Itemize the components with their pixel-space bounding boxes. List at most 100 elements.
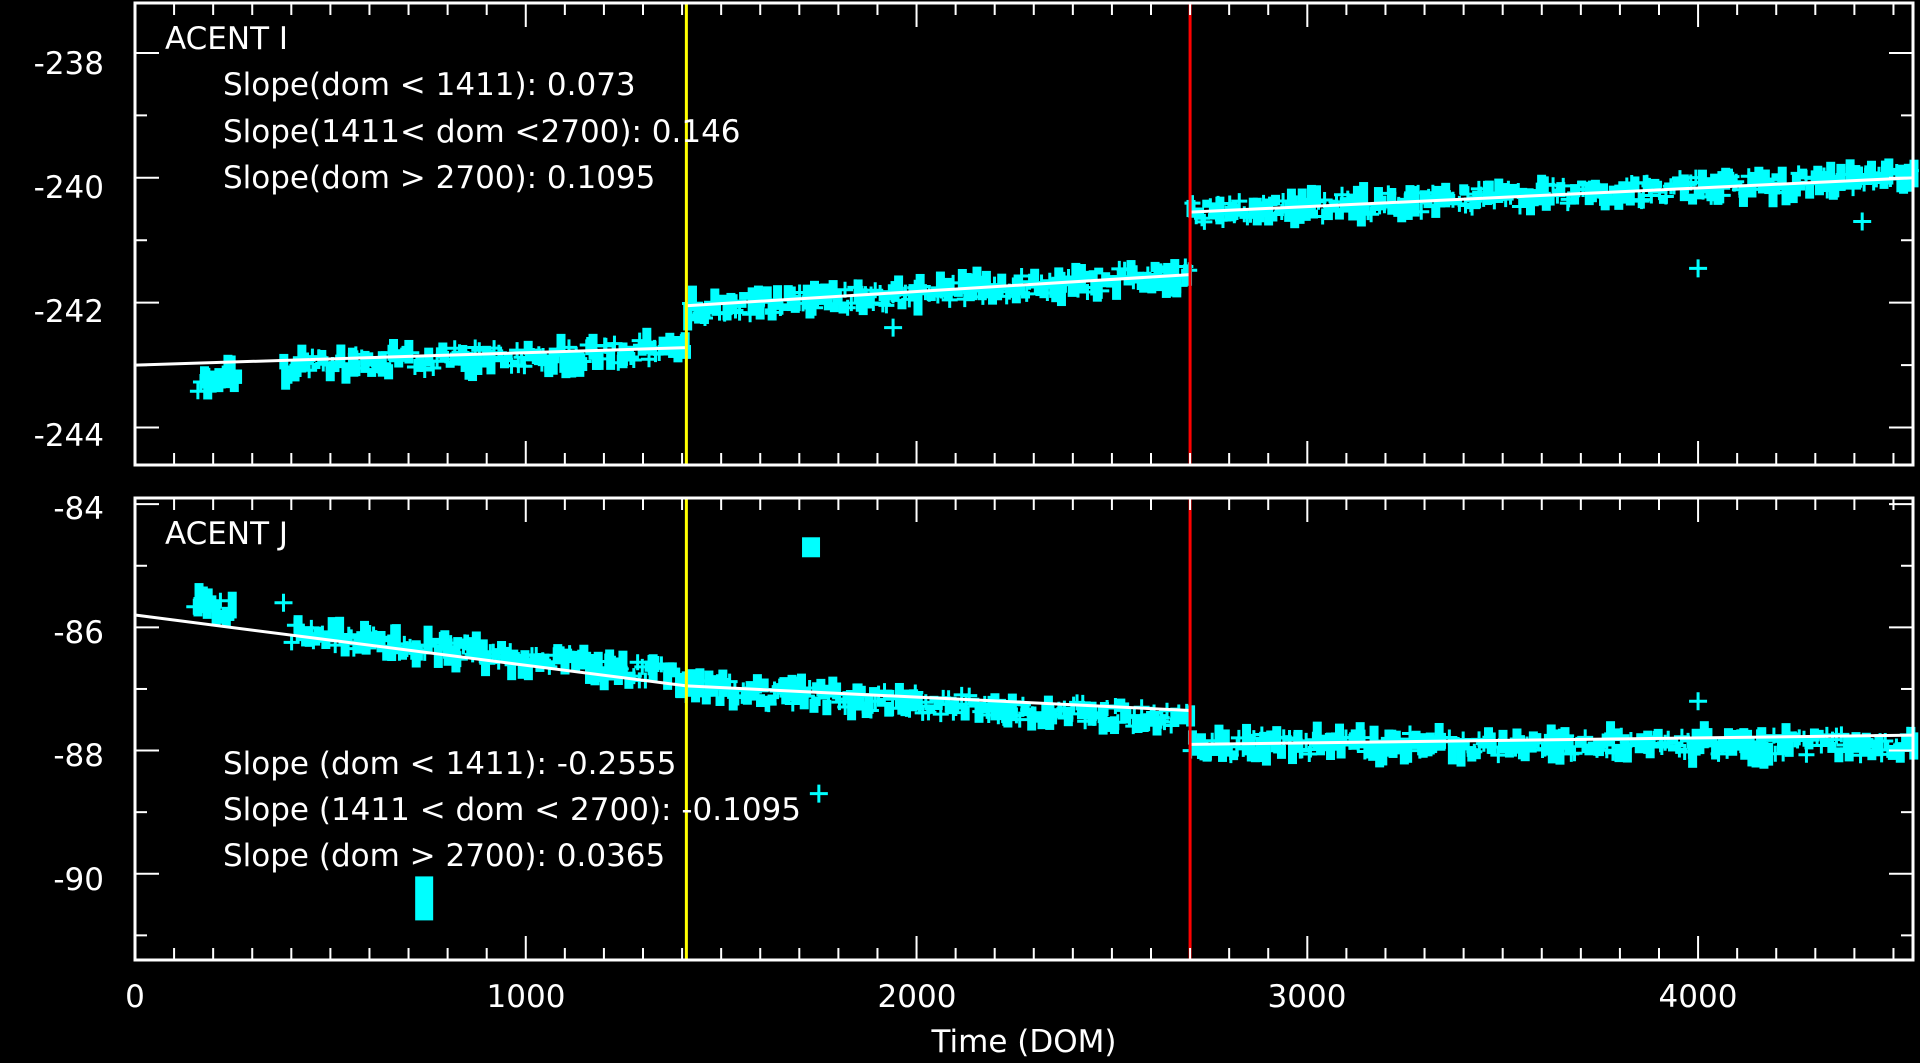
data-point	[1566, 745, 1583, 762]
data-point	[823, 297, 833, 311]
data-point	[876, 697, 886, 707]
data-point	[864, 292, 874, 309]
data-point	[546, 660, 556, 669]
data-point	[1030, 268, 1040, 289]
data-point	[1388, 745, 1398, 758]
data-point	[687, 285, 697, 312]
data-point	[1220, 729, 1230, 751]
data-point	[1625, 183, 1635, 206]
data-point	[711, 299, 721, 316]
data-point	[1620, 736, 1630, 747]
data-point	[1689, 259, 1708, 278]
data-point	[962, 272, 972, 294]
slope-label: Slope (1411 < dom < 2700): -0.1095	[223, 792, 801, 828]
data-point	[438, 342, 448, 358]
data-point	[1161, 273, 1171, 298]
data-point	[1133, 714, 1143, 733]
data-point	[1418, 733, 1428, 758]
data-point	[607, 660, 617, 681]
data-point	[1411, 730, 1421, 749]
data-point	[787, 674, 797, 702]
data-point	[802, 537, 821, 558]
data-point	[529, 653, 539, 667]
data-point	[1813, 737, 1830, 754]
data-point	[1018, 285, 1035, 302]
data-point	[1776, 741, 1786, 753]
data-point	[1760, 169, 1770, 184]
data-point	[1397, 198, 1407, 223]
data-point	[853, 279, 863, 303]
panel-title: ACENT I	[165, 21, 288, 57]
data-point	[1054, 267, 1064, 280]
data-point	[466, 637, 476, 659]
x-tick-label: 2000	[878, 979, 957, 1015]
data-point	[953, 289, 963, 297]
data-point	[1037, 711, 1047, 730]
data-point	[1688, 193, 1698, 205]
data-point	[1757, 727, 1767, 752]
data-point	[1774, 735, 1784, 743]
data-point	[1287, 743, 1297, 765]
data-point	[1039, 281, 1049, 299]
data-point	[379, 635, 389, 643]
data-point	[756, 694, 766, 708]
data-point	[1853, 735, 1863, 753]
acent-i-boundary-lines	[684, 3, 1192, 465]
data-point	[762, 286, 772, 304]
data-point	[1436, 199, 1446, 208]
data-point	[1901, 733, 1911, 753]
data-point	[1765, 735, 1775, 742]
data-point	[755, 295, 765, 320]
data-point	[1403, 739, 1413, 763]
data-point	[632, 343, 642, 350]
x-tick-label: 3000	[1268, 979, 1347, 1015]
data-point	[667, 662, 677, 672]
data-point	[397, 645, 407, 660]
data-point	[311, 362, 321, 370]
data-point	[957, 268, 967, 292]
data-point	[473, 353, 483, 375]
data-point	[897, 298, 907, 310]
data-point	[1231, 193, 1248, 210]
data-point	[1360, 204, 1377, 221]
data-point	[1434, 722, 1444, 747]
data-point	[1575, 736, 1585, 748]
data-point	[1266, 730, 1276, 746]
data-point	[468, 354, 478, 382]
data-point	[1864, 738, 1874, 749]
y-tick-label: -88	[53, 738, 104, 774]
data-point	[1209, 744, 1219, 756]
data-point	[1689, 692, 1708, 711]
data-point	[540, 653, 550, 669]
data-point	[1293, 729, 1303, 753]
data-point	[1584, 745, 1594, 756]
data-point	[443, 638, 453, 666]
y-tick-label: -240	[34, 170, 104, 206]
data-point	[1490, 747, 1507, 764]
data-point	[701, 691, 711, 705]
data-point	[556, 333, 566, 357]
data-point	[1071, 262, 1081, 284]
data-point	[1318, 745, 1328, 752]
data-point	[715, 696, 725, 706]
data-point	[1550, 729, 1560, 742]
data-point	[799, 689, 809, 710]
data-point	[1387, 729, 1397, 738]
data-point	[1239, 209, 1256, 226]
data-point	[1051, 276, 1061, 303]
data-point	[1094, 267, 1104, 275]
y-tick-label: -244	[34, 418, 104, 454]
data-point	[567, 350, 577, 378]
data-point	[869, 687, 879, 696]
data-point	[1590, 179, 1600, 190]
data-point	[523, 340, 533, 355]
data-point	[1798, 746, 1815, 763]
data-point	[512, 653, 522, 666]
data-point	[1634, 737, 1644, 754]
data-point	[1697, 169, 1707, 189]
data-point	[990, 693, 1000, 721]
data-point	[563, 648, 573, 664]
x-axis-label: Time (DOM)	[931, 1024, 1117, 1060]
data-point	[599, 666, 609, 691]
data-point	[828, 280, 838, 300]
